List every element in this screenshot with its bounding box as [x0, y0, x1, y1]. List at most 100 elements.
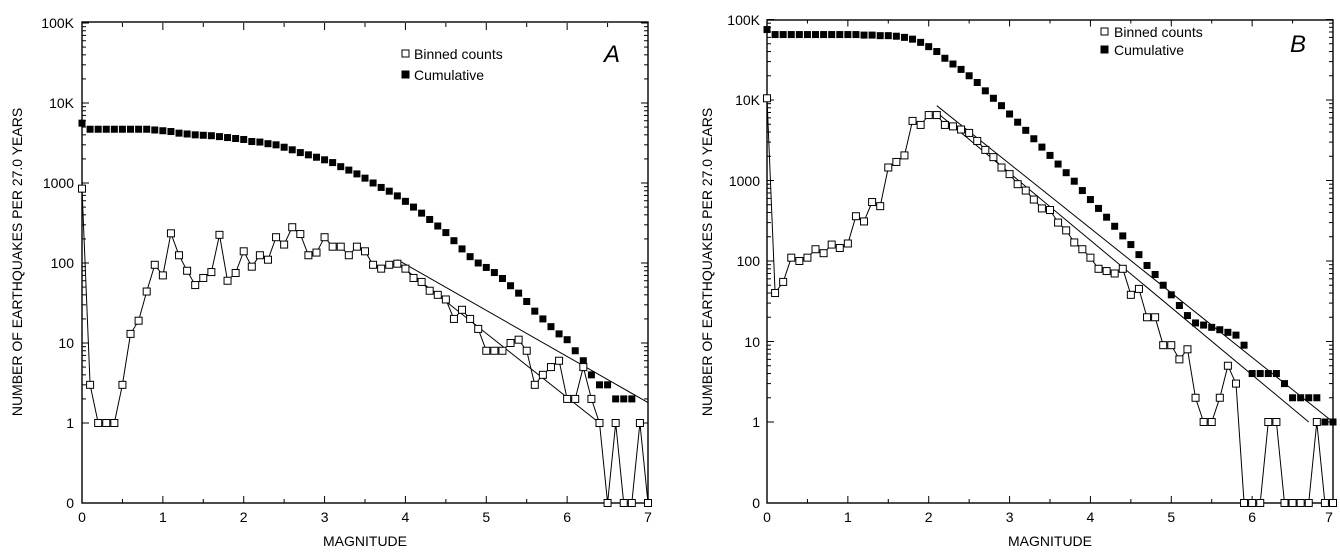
cumulative-point — [787, 31, 795, 39]
cumulative-point — [312, 153, 320, 161]
binned-point — [1248, 499, 1257, 507]
legend-label: Binned counts — [1114, 24, 1203, 40]
binned-point — [1272, 418, 1281, 426]
binned-point — [868, 198, 877, 207]
binned-point — [223, 276, 232, 285]
binned-point — [118, 380, 127, 389]
y-tick-label: 0 — [66, 495, 74, 511]
binned-point — [393, 259, 402, 268]
binned-point — [94, 419, 103, 427]
cumulative-point — [321, 156, 329, 164]
binned-points — [78, 184, 652, 507]
panel-label: A — [602, 41, 620, 68]
cumulative-point — [377, 183, 385, 191]
cumulative-point — [531, 307, 539, 315]
binned-point — [377, 264, 386, 273]
fit-line — [397, 259, 649, 404]
binned-point — [803, 253, 812, 262]
binned-point — [150, 260, 159, 269]
binned-point — [304, 251, 313, 260]
cumulative-point — [803, 31, 811, 39]
binned-point — [843, 239, 852, 248]
cumulative-point — [127, 125, 135, 133]
binned-point — [385, 260, 394, 269]
binned-point — [1143, 313, 1152, 322]
binned-point — [1070, 238, 1079, 247]
binned-point — [474, 324, 483, 333]
cumulative-point — [1054, 160, 1062, 168]
binned-point — [1280, 499, 1289, 507]
binned-point — [1296, 499, 1305, 507]
x-tick-label: 5 — [1167, 509, 1175, 525]
cumulative-point — [1111, 222, 1119, 230]
binned-point — [312, 248, 321, 257]
binned-point — [272, 233, 281, 242]
binned-point — [627, 499, 636, 507]
cumulative-point — [1030, 135, 1038, 143]
binned-point — [900, 151, 909, 160]
cumulative-point — [1175, 302, 1183, 310]
cumulative-point — [410, 203, 418, 211]
binned-point — [981, 145, 990, 154]
binned-point — [892, 157, 901, 166]
cumulative-point — [86, 125, 94, 133]
cumulative-point — [547, 323, 555, 331]
cumulative-point — [876, 32, 884, 40]
binned-point — [948, 122, 957, 131]
legend: Binned counts Cumulative — [401, 46, 503, 83]
legend-marker-binned — [401, 49, 410, 58]
binned-point — [1175, 355, 1184, 364]
binned-point — [860, 217, 869, 226]
binned-point — [417, 277, 426, 286]
cumulative-point — [143, 125, 151, 133]
cumulative-point — [892, 32, 900, 40]
cumulative-point — [224, 134, 232, 142]
binned-point — [1199, 418, 1208, 426]
y-tick-label: 100K — [41, 15, 74, 31]
binned-point — [506, 339, 515, 347]
cumulative-point — [965, 72, 973, 80]
cumulative-point — [563, 336, 571, 344]
binned-point — [255, 251, 264, 260]
y-tick-label: 1000 — [43, 175, 74, 191]
binned-point — [1207, 418, 1216, 426]
binned-point — [1046, 206, 1054, 215]
binned-point — [1086, 253, 1095, 262]
binned-point — [328, 242, 337, 251]
cumulative-point — [1103, 213, 1111, 221]
cumulative-point — [458, 245, 466, 253]
cumulative-point — [482, 263, 490, 271]
cumulative-point — [1038, 143, 1046, 151]
binned-point — [191, 281, 200, 290]
cumulative-point — [981, 87, 989, 95]
binned-point — [514, 335, 523, 344]
binned-point — [835, 244, 844, 253]
cumulative-point — [1329, 418, 1337, 426]
cumulative-point — [1224, 328, 1232, 336]
cumulative-point — [110, 125, 118, 133]
binned-point — [320, 233, 329, 242]
binned-counts-line — [766, 98, 1333, 504]
cumulative-point — [183, 130, 191, 138]
binned-point — [1215, 393, 1224, 402]
binned-point — [449, 314, 458, 323]
binned-point — [771, 289, 780, 298]
binned-point — [199, 273, 208, 282]
cumulative-point — [1119, 232, 1127, 240]
cumulative-point — [1159, 281, 1167, 289]
cumulative-point — [474, 259, 482, 267]
binned-point — [603, 499, 612, 507]
cumulative-point — [498, 275, 506, 283]
cumulative-point — [997, 102, 1005, 110]
binned-point — [522, 346, 531, 355]
binned-point — [142, 287, 151, 296]
x-tick-label: 2 — [925, 509, 933, 525]
binned-point — [763, 94, 771, 103]
binned-point — [361, 247, 369, 256]
cumulative-point — [102, 125, 110, 133]
binned-point — [940, 120, 949, 129]
cumulative-point — [442, 229, 450, 237]
fit-line — [936, 105, 1334, 423]
cumulative-point — [264, 140, 272, 148]
binned-point — [827, 240, 836, 249]
